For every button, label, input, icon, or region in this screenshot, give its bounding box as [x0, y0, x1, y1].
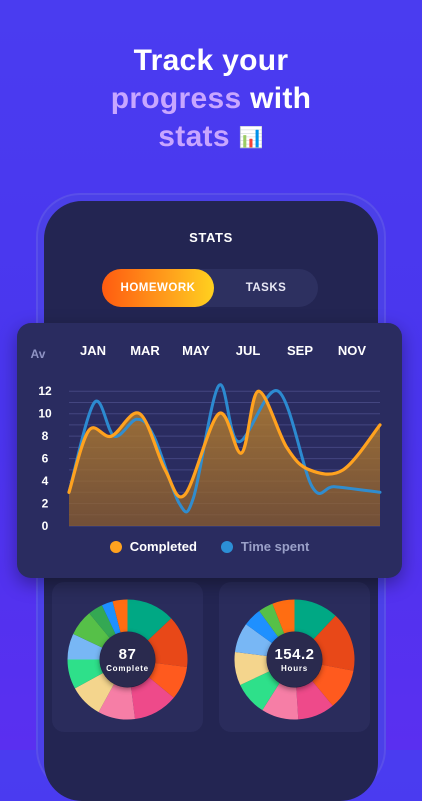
- donut-segment: [127, 599, 172, 641]
- tab-tasks[interactable]: TASKS: [245, 282, 287, 294]
- chart-legend: Completed Time spent: [17, 539, 402, 554]
- donut-segment: [262, 683, 299, 720]
- legend-dot-completed: [109, 540, 122, 553]
- bar-chart-emoji-icon: 📊: [238, 127, 264, 149]
- donut-segment: [98, 684, 136, 720]
- donut-segment: [131, 677, 174, 720]
- hours-donut-chart: [234, 599, 355, 720]
- headline-line-1: Track your: [133, 44, 289, 77]
- tab-switcher: HOMEWORK TASKS: [102, 269, 318, 307]
- month-label: JUL: [236, 343, 261, 358]
- month-label: SEP: [287, 343, 313, 358]
- donut-segment: [245, 610, 279, 644]
- y-tick-label: 12: [38, 384, 52, 398]
- y-tick-label: 4: [42, 474, 49, 488]
- completion-donut: 87 Complete: [67, 599, 188, 720]
- completion-value: 87: [118, 646, 137, 663]
- headline-line-2: progress with: [0, 80, 422, 118]
- y-tick-label: 8: [42, 429, 49, 443]
- donut-segment: [272, 599, 295, 634]
- stats-chart-card: 0 2 4 6 8 10 12 Av JAN MAR MAY JUL SEP NOV Completed …: [17, 323, 402, 578]
- donut-segment: [312, 664, 354, 706]
- donut-segment: [149, 663, 188, 698]
- month-label: JAN: [80, 343, 106, 358]
- headline-accent-progress: progress: [110, 82, 242, 115]
- hours-label: Hours: [280, 664, 309, 673]
- legend-item-completed[interactable]: Completed: [109, 539, 197, 554]
- completion-label: Complete: [106, 664, 149, 673]
- donut-segment: [240, 671, 280, 711]
- headline-accent-stats: stats: [158, 120, 230, 153]
- month-label: MAR: [130, 343, 160, 358]
- legend-item-time-spent[interactable]: Time spent: [220, 539, 310, 554]
- month-label: NOV: [338, 343, 367, 358]
- completed-line: [67, 389, 382, 499]
- completion-center: 87 Complete: [100, 632, 155, 687]
- donut-segment: [234, 624, 272, 656]
- donut-segment: [112, 599, 128, 633]
- donut-segment: [234, 651, 270, 686]
- donut-segment: [259, 603, 285, 637]
- donut-segment: [313, 615, 355, 671]
- donut-segment: [89, 605, 116, 638]
- hours-card: 154.2 Hours: [219, 582, 370, 732]
- headline-line-3: stats 📊: [0, 118, 422, 157]
- donut-segment: [294, 599, 336, 640]
- y-axis-corner-label: Av: [31, 347, 46, 361]
- y-tick-label: 2: [42, 497, 49, 511]
- legend-label-time-spent: Time spent: [240, 539, 310, 554]
- tab-homework[interactable]: HOMEWORK: [102, 269, 214, 307]
- completion-donut-chart: [67, 599, 188, 720]
- completion-card: 87 Complete: [52, 582, 203, 732]
- stats-line-chart: 0 2 4 6 8 10 12 Av JAN MAR MAY JUL SEP NOV: [31, 343, 382, 533]
- y-tick-label: 0: [42, 519, 49, 533]
- headline-with: with: [241, 82, 312, 115]
- month-label: MAY: [182, 343, 210, 358]
- donut-segment: [296, 681, 333, 720]
- legend-label-completed: Completed: [129, 539, 197, 554]
- hours-value: 154.2: [274, 646, 315, 663]
- legend-dot-time-spent: [220, 540, 233, 553]
- donut-segment: [101, 601, 121, 635]
- donut-segment: [74, 672, 115, 713]
- screen-title: STATS: [189, 230, 233, 245]
- headline: Track your progress with stats 📊: [0, 42, 422, 157]
- hours-center: 154.2 Hours: [267, 632, 322, 687]
- hours-donut: 154.2 Hours: [234, 599, 355, 720]
- y-tick-label: 6: [42, 452, 49, 466]
- donut-segment: [67, 633, 103, 660]
- donut-segment: [147, 618, 188, 668]
- donut-segment: [67, 659, 103, 689]
- donut-segment: [73, 613, 110, 648]
- y-tick-label: 10: [38, 407, 52, 421]
